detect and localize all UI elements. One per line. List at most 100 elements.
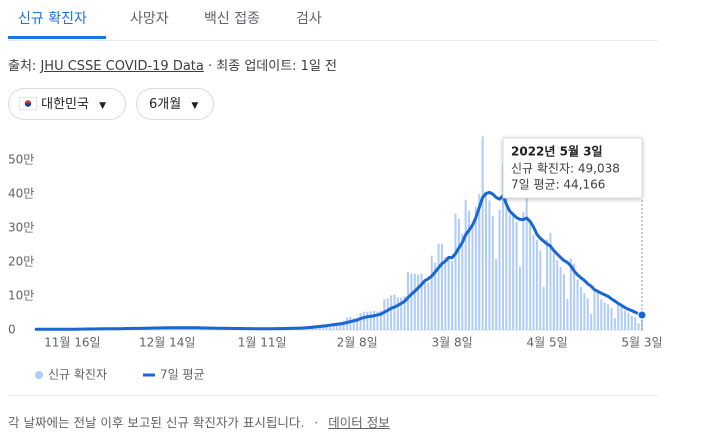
bar xyxy=(359,313,362,330)
divider xyxy=(8,395,658,396)
caret: ▼ xyxy=(99,101,107,111)
bar xyxy=(457,218,460,330)
bar xyxy=(447,258,450,330)
bar xyxy=(396,297,399,330)
bar xyxy=(454,213,457,330)
bar xyxy=(376,311,379,330)
source: 출처: JHU CSSE COVID-19 Data · 최종 업데이트: 1일… xyxy=(8,55,337,74)
bar xyxy=(627,312,630,330)
x-tick-label: 5월 3일 xyxy=(621,336,662,350)
legend-label: 7일 평균 xyxy=(160,368,205,382)
bar xyxy=(600,299,603,330)
bar xyxy=(576,279,579,330)
bar xyxy=(529,221,532,330)
bar xyxy=(505,195,508,330)
tab-indicator xyxy=(8,36,106,39)
bar xyxy=(501,163,504,330)
bar xyxy=(485,191,488,330)
tooltip-title: 2022년 5월 3일 xyxy=(511,144,603,159)
bar xyxy=(637,323,640,330)
bar xyxy=(390,295,393,330)
source-link[interactable]: JHU CSSE COVID-19 Data xyxy=(40,59,204,74)
y-tick-label: 50만 xyxy=(8,153,34,167)
footer-link[interactable]: 데이터 정보 xyxy=(328,415,390,430)
bar xyxy=(613,318,616,330)
bar xyxy=(583,293,586,330)
bar xyxy=(352,318,355,330)
bar xyxy=(559,266,562,330)
bar xyxy=(423,282,426,330)
bar xyxy=(624,310,627,330)
tooltip-line: 신규 확진자: 49,038 xyxy=(511,162,620,176)
bar xyxy=(451,261,454,330)
bar xyxy=(579,287,582,330)
divider xyxy=(8,40,658,41)
country-dropdown[interactable]: 대한민국 ▼ xyxy=(8,88,126,120)
bar xyxy=(603,302,606,330)
bar xyxy=(461,233,464,330)
bar xyxy=(532,234,535,330)
bar xyxy=(488,200,491,330)
bar xyxy=(481,136,484,330)
bar xyxy=(508,214,511,330)
bar xyxy=(400,297,403,330)
bar xyxy=(356,317,359,330)
bar xyxy=(342,320,345,330)
bar xyxy=(369,311,372,330)
bar xyxy=(437,243,440,330)
legend-dot xyxy=(35,371,43,379)
footer: 각 날짜에는 전날 이후 보고된 신규 확진자가 표시됩니다. · 데이터 정보 xyxy=(8,412,390,431)
tab[interactable]: 백신 접종 xyxy=(204,11,260,27)
bar xyxy=(607,304,610,330)
line xyxy=(35,190,643,331)
bar xyxy=(593,289,596,330)
bar xyxy=(413,273,416,330)
bar xyxy=(552,253,555,330)
legend-label: 신규 확진자 xyxy=(48,368,107,382)
tooltip-box xyxy=(502,137,643,199)
bar xyxy=(403,296,406,330)
bar xyxy=(468,211,471,330)
bar xyxy=(444,256,447,330)
bar xyxy=(610,308,613,330)
tab[interactable]: 신규 확진자 xyxy=(18,11,87,27)
x-tick-label: 3월 8일 xyxy=(432,336,473,350)
bar xyxy=(563,274,566,330)
bar xyxy=(495,258,498,330)
bar xyxy=(634,317,637,330)
bar xyxy=(464,199,467,330)
bar xyxy=(383,299,386,330)
bar xyxy=(410,273,413,330)
bar xyxy=(566,299,569,330)
tab[interactable]: 사망자 xyxy=(130,11,169,27)
caret: ▼ xyxy=(191,101,199,111)
bar xyxy=(329,323,332,330)
bar xyxy=(590,313,593,330)
bar xyxy=(427,282,430,330)
y-tick-label: 0 xyxy=(8,323,16,337)
bar xyxy=(366,311,369,330)
bar xyxy=(498,209,501,330)
tab[interactable]: 검사 xyxy=(296,11,322,27)
bar xyxy=(525,185,528,330)
bar xyxy=(379,310,382,330)
bar xyxy=(542,286,545,330)
x-tick-label: 2월 8일 xyxy=(337,336,378,350)
bar xyxy=(617,303,620,330)
range-dropdown[interactable]: 6개월 ▼ xyxy=(136,88,214,120)
bar xyxy=(586,298,589,330)
y-tick-label: 10만 xyxy=(8,289,34,303)
bar xyxy=(440,243,443,330)
bar xyxy=(434,262,437,330)
bar xyxy=(630,315,633,330)
y-tick-label: 40만 xyxy=(8,187,34,201)
x-tick-label: 4월 5일 xyxy=(526,336,567,350)
bar xyxy=(471,224,474,330)
bar xyxy=(539,250,542,330)
bar xyxy=(478,193,481,330)
bar xyxy=(569,258,572,330)
bar xyxy=(518,266,521,330)
bar xyxy=(549,232,552,330)
